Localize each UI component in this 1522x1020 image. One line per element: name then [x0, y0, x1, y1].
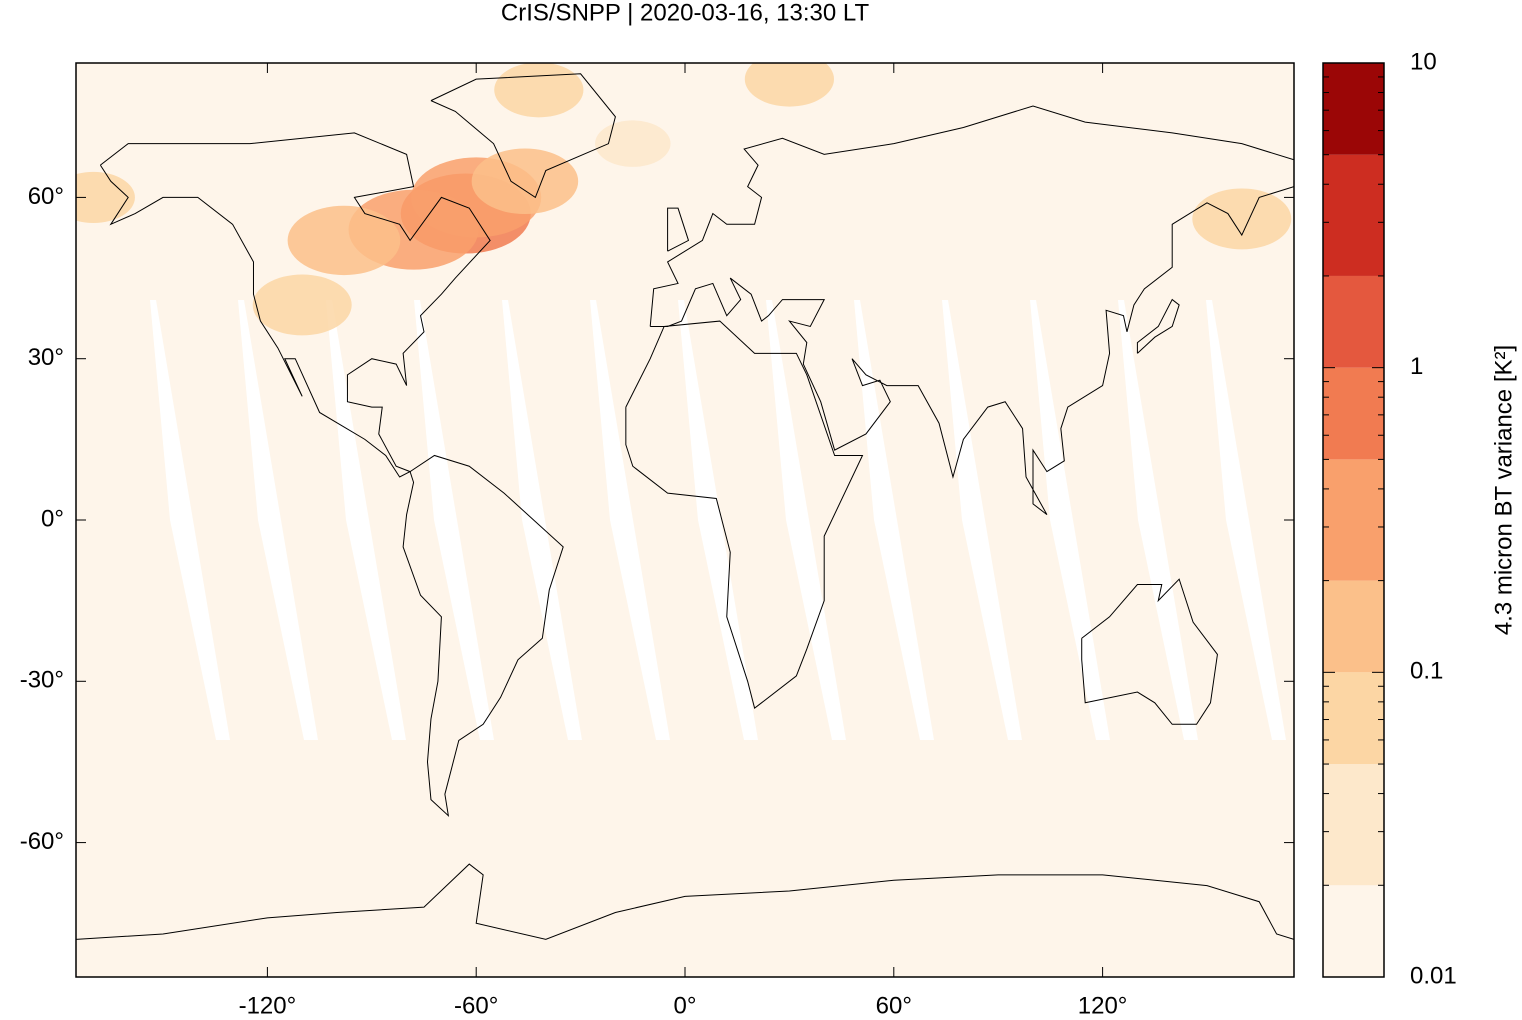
variance-spot	[252, 274, 352, 336]
swath-gap	[150, 300, 230, 740]
swath-gap	[238, 300, 318, 740]
y-tick-label: 60°	[28, 183, 64, 210]
colorbar-level	[1323, 885, 1384, 977]
coastline	[625, 320, 864, 710]
colorbar-level	[1323, 672, 1384, 765]
y-tick-label: 30°	[28, 344, 64, 371]
swath-gap	[326, 300, 406, 740]
coastline	[76, 863, 1294, 940]
coastline	[430, 73, 616, 199]
y-tick-label: 0°	[41, 505, 64, 532]
swath-gap	[766, 300, 846, 740]
colorbar-label: 4.3 micron BT variance [K²]	[1490, 345, 1517, 635]
colorbar-frame	[1322, 62, 1385, 978]
colorbar: 0.01 0.1 1 10 4.3 micron BT variance [K²]	[1322, 48, 1517, 989]
swath-gap	[678, 300, 758, 740]
colorbar-tick-label: 1	[1410, 353, 1423, 380]
coastline	[667, 207, 690, 252]
swath-gap	[1206, 300, 1286, 740]
chart-title: CrIS/SNPP | 2020-03-16, 13:30 LT	[501, 0, 870, 26]
variance-spot	[744, 63, 834, 107]
colorbar-tick-label: 0.1	[1410, 658, 1443, 685]
y-tick-label: -60°	[20, 828, 64, 855]
variance-spot	[595, 120, 671, 167]
variance-spot	[287, 205, 401, 276]
colorbar-level	[1323, 459, 1384, 581]
swath-gap	[502, 300, 582, 740]
swath-gap	[1118, 300, 1198, 740]
x-tick-label: 120°	[1078, 992, 1128, 1019]
x-tick-label: -60°	[454, 992, 498, 1019]
swath-gap	[942, 300, 1022, 740]
colorbar-tick-label: 10	[1410, 48, 1437, 75]
coastline	[99, 132, 491, 478]
colorbar-level	[1323, 764, 1384, 886]
colorbar-level	[1323, 154, 1384, 276]
variance-spot	[471, 148, 579, 215]
coastline	[1136, 298, 1180, 354]
plot-area: -120° -60° 0° 60° 120° 60° 30° 0° -30° -60°	[20, 62, 1295, 1019]
map-layer	[76, 63, 1294, 940]
coastline	[649, 105, 1294, 516]
coastline	[402, 454, 564, 818]
colorbar-level	[1323, 275, 1384, 368]
coastline	[1081, 578, 1218, 725]
swath-gap	[1030, 300, 1110, 740]
swath-gap	[590, 300, 670, 740]
colorbar-level	[1323, 367, 1384, 460]
variance-spot	[1192, 188, 1292, 250]
x-tick-label: -120°	[239, 992, 297, 1019]
colorbar-level	[1323, 580, 1384, 673]
x-tick-label: 0°	[674, 992, 697, 1019]
colorbar-tick-label: 0.01	[1410, 962, 1457, 989]
swath-gap	[854, 300, 934, 740]
colorbar-level	[1323, 63, 1384, 155]
variance-spot	[76, 171, 135, 223]
y-tick-label: -30°	[20, 667, 64, 694]
variance-spot	[494, 63, 584, 118]
swath-gap	[414, 300, 494, 740]
x-tick-label: 60°	[876, 992, 912, 1019]
